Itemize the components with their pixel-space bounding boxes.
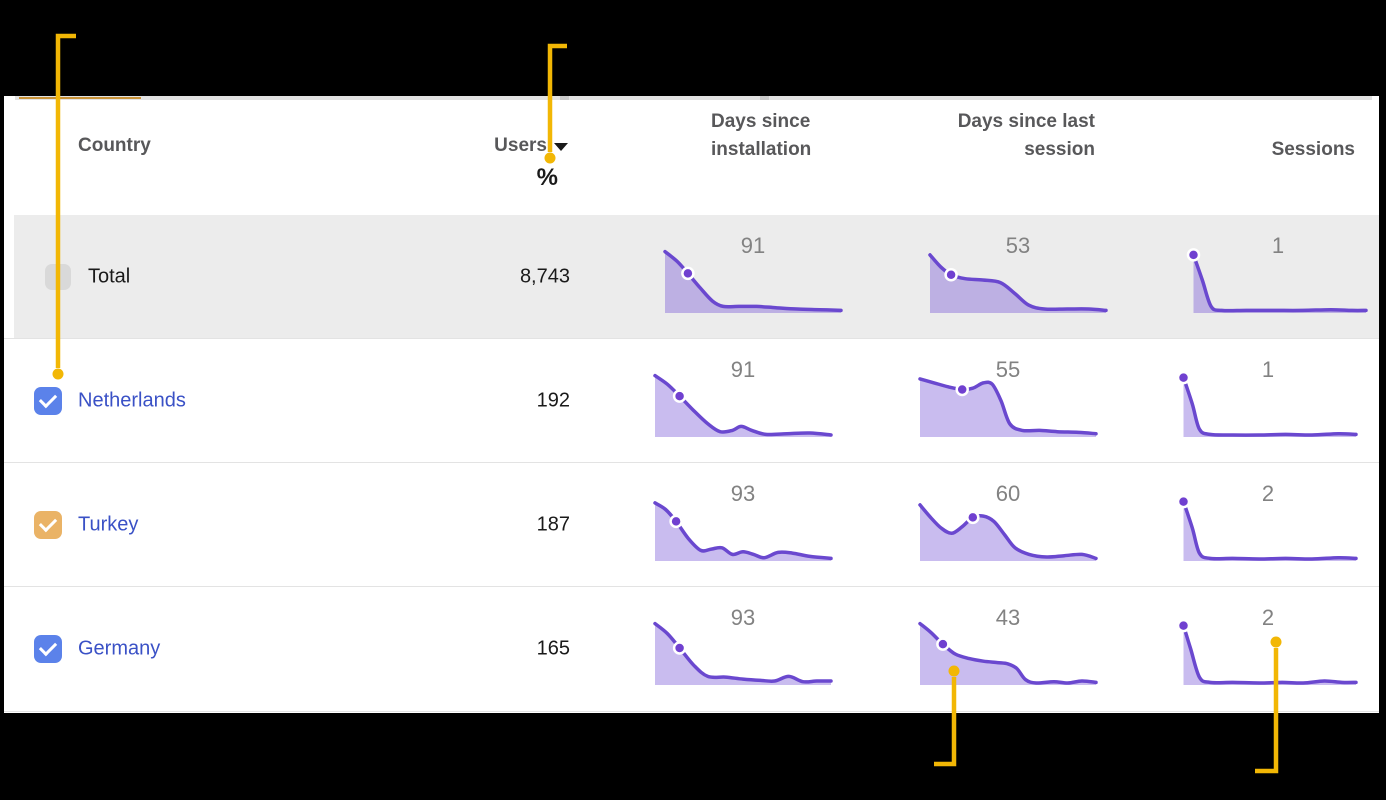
column-header-days-since-installation[interactable]: Days since installation — [711, 108, 811, 164]
sparkline-sessions: 1 — [1176, 357, 1358, 440]
sparkline-marker-dot — [955, 382, 969, 397]
row-checkbox — [45, 263, 71, 290]
sparkline-value-label: 1 — [1271, 233, 1285, 258]
sparkline-value-label: 55 — [995, 357, 1021, 382]
row-checkbox[interactable] — [34, 386, 62, 415]
table-row-turkey: Turkey 187 93 60 2 — [4, 462, 1379, 586]
users-header-label: Users — [494, 135, 547, 156]
sparkline-marker-dot — [936, 637, 950, 651]
sparkline-days-since-last-session: 43 — [918, 605, 1098, 688]
table-row-total: Total 8,743 91 53 1 — [14, 215, 1379, 338]
sparkline-chart — [653, 621, 833, 685]
sparkline-value-label: 2 — [1261, 481, 1275, 506]
sparkline-days-since-last-session: 53 — [928, 233, 1108, 316]
sparkline-days-since-installation: 91 — [653, 357, 833, 440]
header-line: session — [1024, 139, 1095, 160]
sparkline-chart — [663, 249, 843, 313]
sparkline-chart — [1176, 494, 1358, 561]
sparkline-marker-dot — [1186, 248, 1201, 262]
report-table-panel: Country Users % Days since installation … — [4, 96, 1379, 713]
sparkline-days-since-installation: 93 — [653, 481, 833, 564]
sparkline-chart — [928, 253, 1108, 313]
sparkline-value-label: 53 — [1005, 233, 1031, 258]
row-checkbox[interactable] — [34, 635, 62, 663]
sparkline-marker-dot — [1176, 370, 1191, 385]
sparkline-value-label: 2 — [1261, 605, 1275, 630]
sparkline-sessions: 2 — [1176, 605, 1358, 688]
strip-tick — [760, 96, 769, 100]
sort-descending-icon — [554, 143, 568, 151]
sparkline-value-label: 93 — [730, 481, 756, 506]
sparkline-sessions: 1 — [1186, 233, 1368, 316]
sparkline-chart — [918, 621, 1098, 685]
sparkline-days-since-installation: 93 — [653, 605, 833, 688]
sparkline-chart — [653, 501, 833, 561]
sparkline-marker-dot — [1176, 494, 1191, 509]
strip-accent-line — [19, 97, 141, 99]
users-value: 165 — [536, 637, 570, 660]
sparkline-chart — [653, 373, 833, 437]
sparkline-marker-dot — [672, 389, 687, 403]
country-cell[interactable]: Turkey — [78, 513, 139, 535]
sparkline-days-since-last-session: 55 — [918, 357, 1098, 440]
table-row-germany: Germany 165 93 43 2 — [4, 586, 1379, 712]
users-percent-label[interactable]: % — [536, 164, 558, 191]
sparkline-value-label: 91 — [730, 357, 756, 382]
sparkline-chart — [918, 377, 1098, 437]
table-row-netherlands: Netherlands 192 91 55 1 — [4, 338, 1379, 462]
sparkline-days-since-installation: 91 — [663, 233, 843, 316]
header-line: Days since — [711, 111, 811, 132]
sparkline-chart — [918, 503, 1098, 561]
users-value: 8,743 — [519, 265, 570, 287]
country-cell[interactable]: Netherlands — [78, 389, 186, 411]
sparkline-marker-dot — [1176, 618, 1191, 633]
column-header-sessions[interactable]: Sessions — [1271, 139, 1355, 160]
sparkline-marker-dot — [681, 266, 695, 281]
sparkline-days-since-last-session: 60 — [918, 481, 1098, 564]
sparkline-sessions: 2 — [1176, 481, 1358, 564]
country-cell[interactable]: Germany — [78, 637, 161, 660]
sparkline-value-label: 91 — [740, 233, 766, 258]
header-line: installation — [711, 139, 812, 160]
sparkline-value-label: 60 — [995, 481, 1021, 506]
sparkline-value-label: 43 — [995, 605, 1021, 630]
users-value: 192 — [536, 389, 570, 411]
column-header-country[interactable]: Country — [78, 135, 151, 156]
users-value: 187 — [536, 513, 570, 535]
sparkline-marker-dot — [669, 514, 683, 529]
sparkline-marker-dot — [966, 510, 980, 525]
country-cell: Total — [88, 265, 131, 287]
sparkline-value-label: 93 — [730, 605, 756, 630]
header-line: Days since last — [957, 111, 1095, 132]
column-header-users[interactable]: Users — [494, 132, 568, 160]
sparkline-value-label: 1 — [1261, 357, 1275, 382]
table-header: Country Users % Days since installation … — [4, 96, 1379, 215]
sparkline-chart — [1176, 370, 1358, 437]
sparkline-marker-dot — [672, 641, 687, 655]
row-checkbox[interactable] — [34, 510, 62, 539]
sparkline-marker-dot — [944, 267, 958, 282]
sparkline-chart — [1186, 248, 1368, 313]
column-header-days-since-last-session[interactable]: Days since last session — [958, 108, 1095, 164]
